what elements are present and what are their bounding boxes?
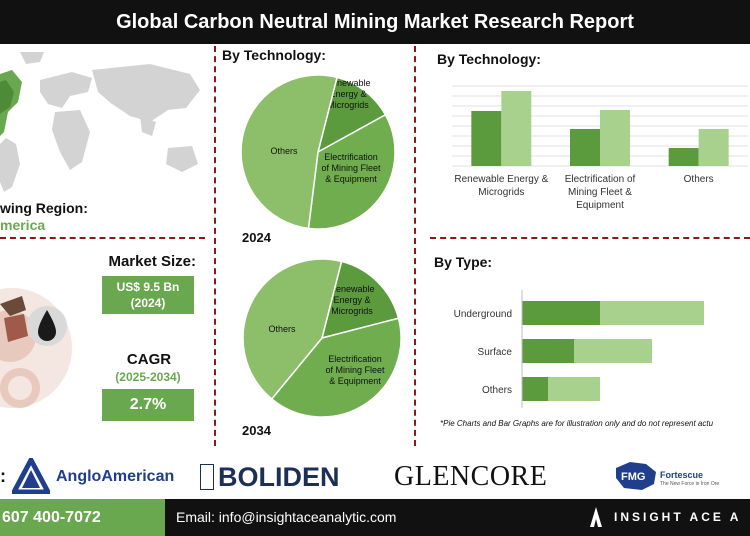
boliden-logo: BOLIDEN bbox=[218, 462, 340, 492]
hbar-1-1 bbox=[574, 339, 652, 363]
cagr-years: (2025-2034) bbox=[115, 370, 181, 384]
pie-slice-2 bbox=[240, 74, 338, 230]
hbar-1-0 bbox=[522, 339, 574, 363]
pie-slice-label: of Mining Fleet bbox=[325, 365, 385, 375]
cagr-label: CAGR bbox=[126, 351, 172, 368]
bar-1-0 bbox=[570, 129, 600, 166]
pie-year-2024: 2024 bbox=[242, 230, 271, 245]
world-map bbox=[0, 52, 200, 192]
fortescue-tagline: The New Force in Iron Ore bbox=[660, 481, 720, 487]
logos-colon: : bbox=[0, 466, 6, 486]
phone-number: 607 400-7072 bbox=[0, 499, 165, 536]
bar-0-1 bbox=[501, 91, 532, 166]
category-label: Others bbox=[684, 174, 714, 185]
category-label: Surface bbox=[478, 347, 513, 358]
hbar-2-0 bbox=[522, 377, 548, 401]
contact-email: Email: info@insightaceanalytic.com bbox=[176, 509, 397, 525]
pie-slice-1 bbox=[270, 317, 402, 418]
footnote: *Pie Charts and Bar Graphs are for illus… bbox=[440, 419, 714, 428]
bar-0-0 bbox=[471, 111, 502, 166]
hbar-0-1 bbox=[600, 301, 704, 325]
pie-section-label: By Technology: bbox=[222, 47, 326, 63]
hbar-2-1 bbox=[548, 377, 600, 401]
pie-slice-0 bbox=[320, 260, 400, 340]
anglo-american-logo: AngloAmerican bbox=[56, 468, 175, 485]
bar-2-1 bbox=[698, 129, 729, 166]
insight-ace-logo-icon bbox=[590, 507, 602, 527]
pie-slice-label: Microgrids bbox=[331, 306, 373, 316]
pie-slice-label: Renewable bbox=[325, 78, 370, 88]
pie-slice-label: & Equipment bbox=[329, 376, 381, 386]
category-label: Electrification of bbox=[565, 174, 636, 185]
bar-chart-technology: Renewable Energy & Microgrids Electrificat… bbox=[452, 85, 748, 211]
pie-slice-1 bbox=[307, 113, 396, 230]
report-title: Global Carbon Neutral Mining Market Rese… bbox=[0, 0, 750, 44]
market-size-year: (2024) bbox=[130, 296, 166, 310]
mining-illustration bbox=[0, 288, 72, 408]
pie-slice-label: Others bbox=[268, 324, 296, 334]
boliden-logo-mark bbox=[200, 464, 214, 490]
pie-slice-label: Renewable bbox=[329, 284, 374, 294]
pie-slice-label: of Mining Fleet bbox=[321, 163, 381, 173]
market-size-value: US$ 9.5 Bn bbox=[116, 280, 180, 294]
bar-chart-type: Underground Surface Others bbox=[454, 290, 704, 408]
category-label: Mining Fleet & bbox=[568, 187, 632, 198]
pie-slice-label: Microgrids bbox=[327, 100, 369, 110]
anglo-american-logo-icon bbox=[12, 458, 50, 494]
leading-region-label: wing Region: bbox=[0, 200, 88, 216]
leading-region-value: merica bbox=[0, 217, 46, 233]
svg-text:FMG: FMG bbox=[621, 471, 645, 483]
category-label: Underground bbox=[454, 309, 512, 320]
pie-slice-label: & Equipment bbox=[325, 174, 377, 184]
category-label: Microgrids bbox=[478, 187, 524, 198]
pie-slice-label: Electrification bbox=[328, 354, 382, 364]
pie-slice-label: Energy & bbox=[333, 295, 370, 305]
fortescue-logo-icon: FMG bbox=[616, 462, 656, 490]
type-section-label: By Type: bbox=[434, 254, 493, 270]
divider-right bbox=[414, 46, 416, 446]
divider-right-h bbox=[430, 237, 750, 239]
hbar-0-0 bbox=[522, 301, 600, 325]
category-label: Others bbox=[482, 385, 512, 396]
fortescue-logo: Fortescue bbox=[660, 470, 704, 480]
pie-slice-label: Energy & bbox=[329, 89, 366, 99]
brand-name: INSIGHT ACE A bbox=[614, 510, 742, 524]
bar-1-1 bbox=[600, 110, 630, 166]
pie-slice-2 bbox=[242, 258, 343, 400]
glencore-logo: GLENCORE bbox=[394, 461, 548, 492]
bar-2-0 bbox=[668, 148, 699, 166]
contact-bar bbox=[165, 499, 750, 536]
market-size-box: US$ 9.5 Bn (2024) bbox=[102, 276, 194, 314]
cagr-value: 2.7% bbox=[102, 389, 194, 421]
category-label: Equipment bbox=[576, 200, 624, 211]
pie-slice-label: Electrification bbox=[324, 152, 378, 162]
market-size-label: Market Size: bbox=[108, 253, 196, 270]
divider-left bbox=[214, 46, 216, 446]
bar-section-label: By Technology: bbox=[437, 51, 541, 67]
pie-year-2034: 2034 bbox=[242, 423, 271, 438]
divider-left-h bbox=[0, 237, 205, 239]
pie-slice-label: Others bbox=[270, 146, 298, 156]
category-label: Renewable Energy & bbox=[454, 174, 548, 185]
pie-slice-0 bbox=[316, 76, 387, 154]
